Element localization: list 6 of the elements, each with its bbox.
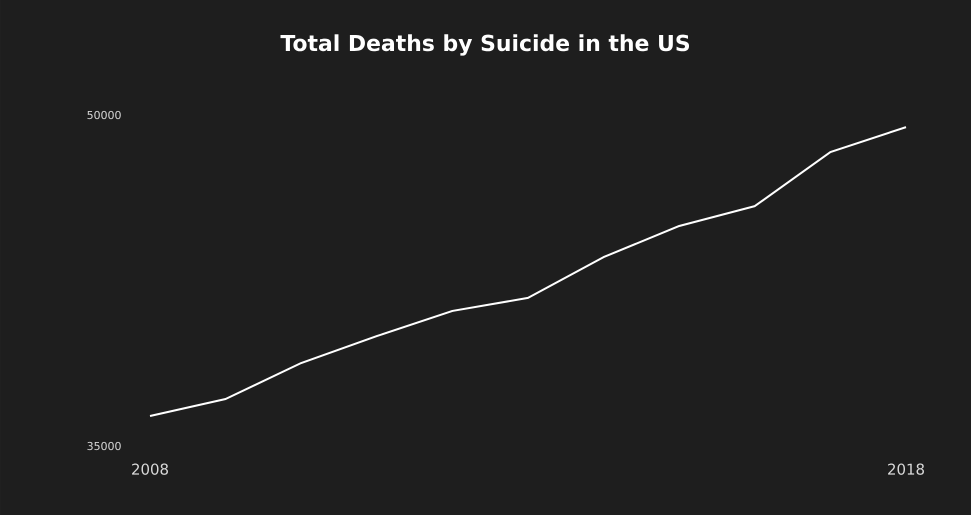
x-tick-label: 2018 [888, 464, 924, 475]
y-tick-label: 35000 [87, 442, 121, 450]
x-tick-label: 2008 [132, 464, 168, 475]
chart-title: Total Deaths by Suicide in the US [280, 34, 690, 56]
line-series [149, 126, 908, 417]
y-tick-label: 50000 [87, 110, 121, 120]
